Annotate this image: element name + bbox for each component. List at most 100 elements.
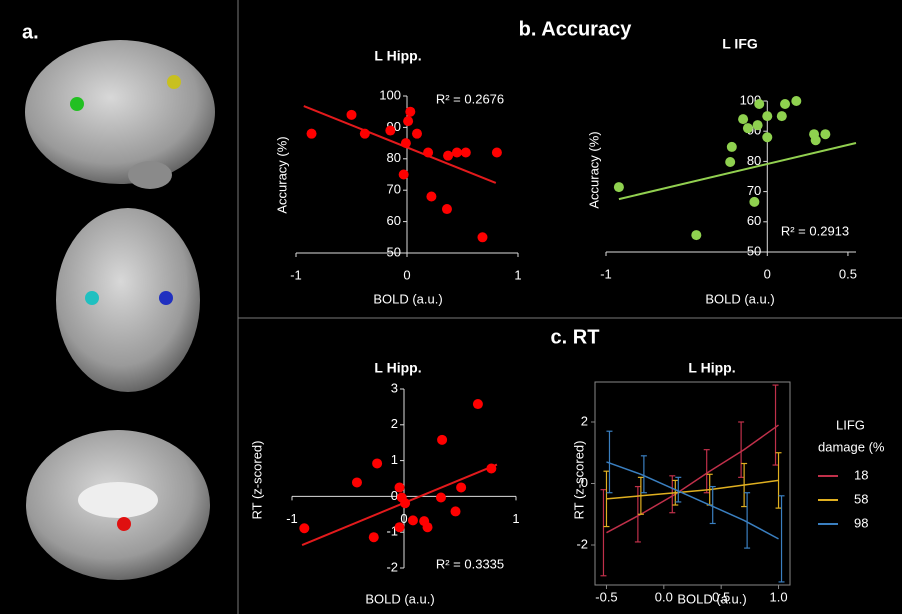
x-tick-label: 1 [512, 511, 519, 526]
series-line [606, 479, 779, 500]
point [441, 204, 452, 215]
y-tick-label: 80 [387, 150, 401, 165]
point [372, 458, 383, 469]
point [422, 522, 433, 533]
point [613, 182, 624, 193]
point [456, 482, 467, 493]
annotation: R² = 0.2913 [781, 223, 849, 238]
point [426, 191, 437, 202]
point [742, 123, 753, 134]
point [762, 111, 773, 122]
x-tick-label: -1 [286, 511, 298, 526]
x-tick-label: 0.5 [839, 266, 857, 281]
y-tick-label: 60 [747, 213, 761, 228]
chart-title: L Hipp. [688, 360, 735, 376]
point [762, 132, 773, 143]
x-tick-label: 0.0 [655, 589, 673, 604]
brain-lateral [25, 40, 215, 184]
x-axis-title: BOLD (a.u.) [365, 591, 434, 606]
brain-images [25, 40, 215, 580]
point [400, 498, 411, 509]
point [776, 111, 787, 122]
x-tick-label: -1 [290, 267, 302, 282]
brain-ventral [56, 208, 200, 392]
panel-label: c. RT [551, 326, 600, 348]
trendline [303, 105, 497, 184]
point [437, 434, 448, 445]
y-tick-label: 1 [391, 452, 398, 467]
y-tick-label: -1 [386, 524, 398, 539]
roi-dot [159, 291, 173, 305]
y-axis-title: RT (z-scored) [571, 441, 586, 520]
trendline [618, 142, 857, 201]
panel-label: b. Accuracy [519, 18, 633, 40]
y-tick-label: 2 [391, 416, 398, 431]
series-line [606, 424, 779, 534]
legend-label: 58 [854, 491, 868, 506]
y-axis-title: Accuracy (%) [586, 131, 601, 208]
point [411, 128, 422, 139]
roi-dot [167, 75, 181, 89]
point [385, 125, 396, 136]
y-tick-label: -2 [576, 536, 588, 551]
annotation: R² = 0.3335 [436, 556, 504, 571]
chart-title: L Hipp. [374, 360, 421, 376]
panel-label: a. [22, 21, 39, 43]
y-tick-label: 70 [747, 183, 761, 198]
point [791, 96, 802, 106]
x-axis-title: BOLD (a.u.) [677, 591, 746, 606]
legend-title: damage (% [818, 439, 885, 454]
y-tick-label: 0 [391, 488, 398, 503]
y-tick-label: 50 [387, 244, 401, 259]
point [299, 523, 310, 534]
point [306, 128, 317, 139]
point [749, 196, 760, 207]
chart-title: L Hipp. [374, 48, 421, 64]
point [400, 138, 411, 149]
point [486, 463, 497, 474]
x-axis-title: BOLD (a.u.) [705, 291, 774, 306]
legend-label: 98 [854, 515, 868, 530]
point [810, 135, 821, 146]
point [359, 128, 370, 139]
roi-dot [85, 291, 99, 305]
point [477, 232, 488, 243]
corpus-callosum [78, 482, 158, 518]
chart-title: L IFG [722, 36, 758, 52]
y-tick-label: 70 [387, 182, 401, 197]
point [368, 532, 379, 543]
y-tick-label: 2 [581, 413, 588, 428]
x-tick-label: 1.0 [769, 589, 787, 604]
point [472, 399, 483, 410]
annotation: R² = 0.2676 [436, 91, 504, 106]
y-tick-label: 0 [581, 475, 588, 490]
point [435, 492, 446, 503]
point [403, 116, 414, 127]
x-tick-label: 0 [403, 267, 410, 282]
roi-dot [70, 97, 84, 111]
point [460, 147, 471, 158]
y-axis-title: Accuracy (%) [274, 136, 289, 213]
point [405, 106, 416, 117]
x-tick-label: 0 [400, 511, 407, 526]
y-tick-label: 3 [391, 380, 398, 395]
y-axis-title: RT (z-scored) [249, 441, 264, 520]
point [451, 147, 462, 158]
x-tick-label: 0.5 [712, 589, 730, 604]
point [752, 120, 763, 131]
cerebellum [128, 161, 172, 189]
y-tick-label: 60 [387, 213, 401, 228]
roi-dot [117, 517, 131, 531]
series-line [606, 461, 779, 540]
x-tick-label: -1 [600, 266, 612, 281]
x-tick-label: 1 [514, 267, 521, 282]
y-tick-label: -2 [386, 559, 398, 574]
point [351, 477, 362, 488]
point [394, 522, 405, 533]
x-axis-title: BOLD (a.u.) [373, 291, 442, 306]
point [443, 150, 454, 161]
legend-label: 18 [854, 467, 868, 482]
point [346, 109, 357, 120]
point [423, 147, 434, 158]
